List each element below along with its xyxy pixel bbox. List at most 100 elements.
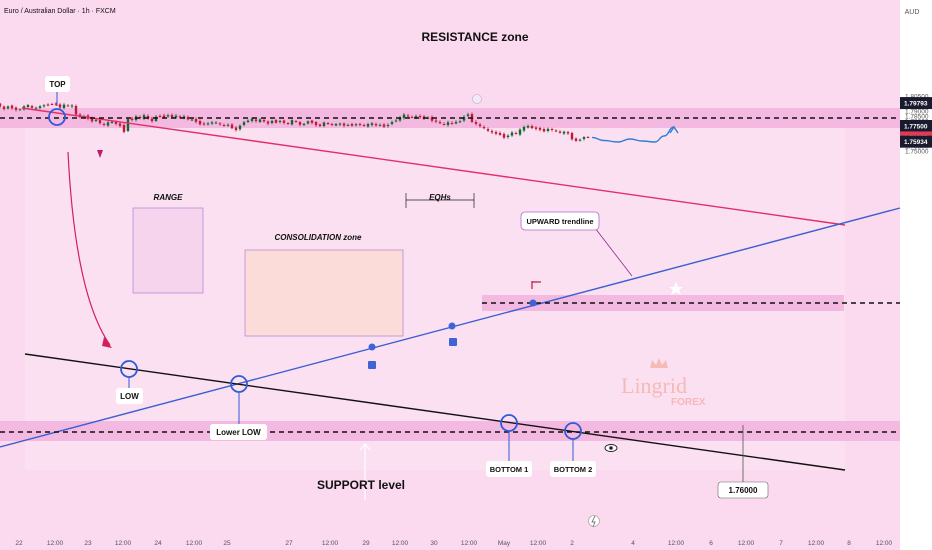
candle-body bbox=[302, 123, 306, 125]
candle-body bbox=[102, 124, 106, 125]
candle-body bbox=[510, 132, 514, 136]
candle-body bbox=[434, 120, 438, 122]
candle-body bbox=[538, 128, 542, 130]
candle-body bbox=[446, 122, 450, 125]
candle-body bbox=[502, 134, 506, 138]
candle-body bbox=[298, 122, 302, 125]
x-tick-label: 8 bbox=[847, 540, 851, 547]
star-icon bbox=[669, 282, 683, 295]
y-tick-label: 1.78500 bbox=[905, 114, 929, 121]
consolidation-box bbox=[244, 249, 404, 337]
candle-body bbox=[34, 107, 38, 109]
x-tick-label: 12:00 bbox=[115, 540, 132, 547]
lower-low-label-box bbox=[210, 424, 267, 440]
candle-body bbox=[190, 119, 194, 121]
candle-body bbox=[378, 124, 382, 126]
candle-body bbox=[390, 122, 394, 124]
candle-body bbox=[26, 105, 30, 107]
candle-body bbox=[342, 123, 346, 126]
x-axis-ticks: 22 12:00 23 12:00 24 12:00 25 27 12:00 29 12:00 30 1… bbox=[15, 540, 892, 547]
y-tick-label: 1.79000 bbox=[905, 109, 929, 116]
candle-body bbox=[114, 122, 118, 124]
candle-body bbox=[242, 122, 246, 125]
support-up-arrow bbox=[359, 443, 371, 500]
bottom2-label-box bbox=[550, 461, 596, 477]
price-badge bbox=[900, 97, 932, 110]
x-tick-label: 7 bbox=[779, 540, 783, 547]
candle-body bbox=[478, 124, 482, 127]
candle-body bbox=[366, 124, 370, 127]
candle-body bbox=[358, 124, 362, 125]
candle-body bbox=[74, 106, 78, 115]
low-circle bbox=[120, 360, 138, 378]
candle-body bbox=[262, 120, 266, 122]
candle-body bbox=[522, 126, 526, 131]
candle-body bbox=[326, 123, 330, 124]
support-zone-band bbox=[0, 421, 900, 441]
candle-body bbox=[230, 124, 234, 129]
candle-body bbox=[14, 107, 18, 110]
top-label: TOP bbox=[49, 80, 66, 89]
candle-body bbox=[90, 118, 94, 122]
watermark-brand: Lingrid bbox=[621, 373, 687, 398]
candle-body bbox=[270, 120, 274, 123]
lower-low-label: Lower LOW bbox=[216, 428, 261, 437]
watermark-crown-icon bbox=[650, 358, 668, 368]
x-tick-label: 12:00 bbox=[186, 540, 203, 547]
x-tick-label: 12:00 bbox=[392, 540, 409, 547]
upward-trendline-label-box bbox=[520, 211, 600, 231]
candle-body bbox=[514, 133, 518, 134]
candle-body bbox=[126, 119, 130, 131]
candle-body bbox=[150, 118, 154, 122]
candle-body bbox=[498, 133, 502, 135]
candle-body bbox=[582, 137, 586, 139]
target-label-box bbox=[717, 481, 769, 499]
candle-body bbox=[330, 124, 334, 125]
candle-body bbox=[174, 115, 178, 118]
x-tick-label: 12:00 bbox=[530, 540, 547, 547]
candle-body bbox=[490, 131, 494, 133]
price-badge bbox=[900, 135, 932, 148]
candle-body bbox=[266, 121, 270, 124]
candle-body bbox=[506, 135, 510, 137]
candle-body bbox=[430, 117, 434, 121]
candle-body bbox=[210, 122, 214, 124]
candle-body bbox=[542, 129, 546, 132]
x-tick-label: May bbox=[498, 540, 511, 547]
candle-body bbox=[46, 104, 50, 106]
low-label: LOW bbox=[120, 392, 139, 401]
candle-body bbox=[18, 109, 22, 111]
candle-body bbox=[274, 120, 278, 123]
candle-body bbox=[458, 121, 462, 123]
candle-body bbox=[2, 106, 6, 110]
candle-body bbox=[294, 121, 298, 122]
upward-trendline-label: UPWARD trendline bbox=[526, 217, 593, 226]
x-tick-label: 29 bbox=[362, 540, 370, 547]
x-tick-label: 23 bbox=[84, 540, 92, 547]
lightning-icon bbox=[588, 515, 600, 527]
lightning-icon-bolt bbox=[591, 515, 596, 528]
candle-body bbox=[410, 117, 414, 118]
candle-body bbox=[338, 123, 342, 125]
candle-body bbox=[258, 119, 262, 122]
candle-body bbox=[110, 121, 114, 123]
curved-arrow-head bbox=[102, 337, 112, 348]
candle-body bbox=[290, 120, 294, 125]
candle-body bbox=[530, 126, 534, 129]
support-level-label: SUPPORT level bbox=[317, 478, 405, 492]
price-badge-label: 1.77500 bbox=[904, 124, 928, 131]
candle-body bbox=[518, 129, 522, 135]
candle-body bbox=[558, 131, 562, 133]
x-tick-label: 25 bbox=[223, 540, 231, 547]
x-tick-label: 12:00 bbox=[461, 540, 478, 547]
candle-body bbox=[278, 120, 282, 122]
candle-body bbox=[334, 124, 338, 126]
candle-body bbox=[166, 115, 170, 117]
candle-body bbox=[566, 132, 570, 134]
candle-body bbox=[194, 119, 198, 122]
candle-body bbox=[386, 124, 390, 126]
x-tick-label: 12:00 bbox=[47, 540, 64, 547]
